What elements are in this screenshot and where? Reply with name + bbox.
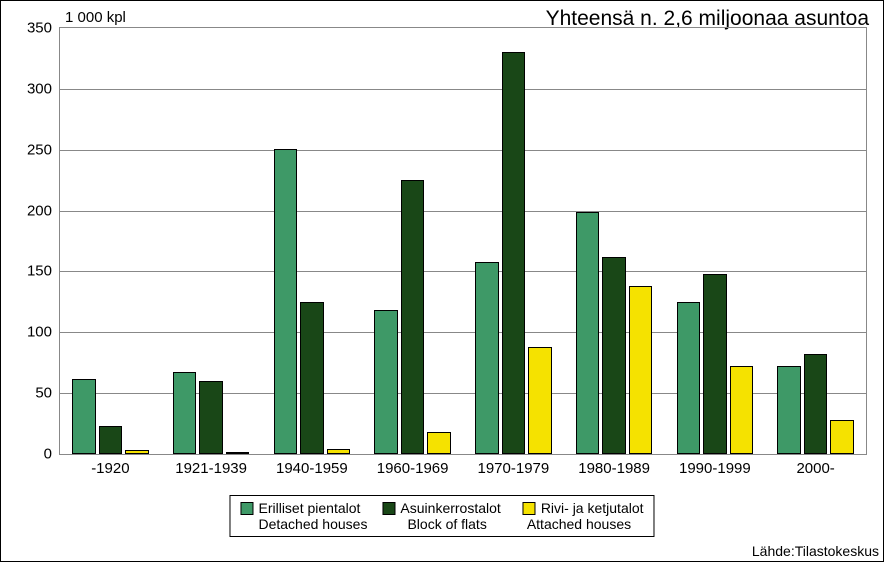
bar-group: 1921-1939 (161, 28, 262, 454)
bar-flats (300, 302, 324, 454)
y-tick-label: 0 (44, 446, 52, 463)
legend-label-en: Detached houses (258, 516, 367, 532)
legend-item-attached: Rivi- ja ketjutalot (523, 500, 644, 516)
legend: Erilliset pientalot Asuinkerrostalot Rivi-… (229, 495, 654, 537)
x-tick-label: 2000- (765, 460, 866, 477)
bar-group: 2000- (765, 28, 866, 454)
bar-group: 1980-1989 (564, 28, 665, 454)
x-tick-label: 1940-1959 (262, 460, 363, 477)
legend-label-fi: Erilliset pientalot (258, 500, 360, 516)
bar-detached (475, 262, 499, 454)
x-tick-label: 1990-1999 (665, 460, 766, 477)
y-tick-label: 300 (27, 80, 52, 97)
bar-attached (730, 366, 754, 454)
bar-attached (125, 450, 149, 454)
bar-group: -1920 (60, 28, 161, 454)
bar-detached (72, 379, 96, 454)
y-tick-label: 200 (27, 202, 52, 219)
legend-item-en-attached: Attached houses (527, 516, 631, 532)
bar-group: 1940-1959 (262, 28, 363, 454)
bar-detached (576, 212, 600, 454)
y-tick-label: 100 (27, 324, 52, 341)
bar-detached (374, 310, 398, 454)
legend-label-en: Attached houses (527, 516, 631, 532)
bar-detached (777, 366, 801, 454)
x-tick-label: 1960-1969 (362, 460, 463, 477)
x-tick-label: 1921-1939 (161, 460, 262, 477)
bar-flats (401, 180, 425, 454)
bar-attached (830, 420, 854, 454)
x-tick-label: 1970-1979 (463, 460, 564, 477)
legend-item-en-detached: Detached houses (258, 516, 367, 532)
bar-attached (327, 449, 351, 454)
bar-attached (226, 452, 250, 454)
legend-label-en: Block of flats (407, 516, 486, 532)
y-tick-label: 350 (27, 20, 52, 37)
legend-swatch (523, 502, 536, 515)
chart-frame: Yhteensä n. 2,6 miljoonaa asuntoa 1 000 … (0, 0, 884, 562)
legend-item-flats: Asuinkerrostalot (382, 500, 500, 516)
bar-detached (173, 372, 197, 454)
y-tick-label: 50 (35, 385, 52, 402)
bar-group: 1960-1969 (362, 28, 463, 454)
bar-flats (199, 381, 223, 454)
bar-attached (427, 432, 451, 454)
legend-swatch (240, 502, 253, 515)
y-tick-label: 250 (27, 141, 52, 158)
bar-flats (99, 426, 123, 454)
plot-area: 050100150200250300350-19201921-19391940-… (59, 27, 867, 455)
bar-flats (804, 354, 828, 454)
source-label: Lähde:Tilastokeskus (752, 543, 879, 559)
y-tick-label: 150 (27, 263, 52, 280)
legend-item-en-flats: Block of flats (407, 516, 486, 532)
legend-label-fi: Rivi- ja ketjutalot (541, 500, 644, 516)
bar-attached (629, 286, 653, 454)
bar-flats (502, 52, 526, 454)
x-tick-label: -1920 (60, 460, 161, 477)
legend-item-detached: Erilliset pientalot (240, 500, 360, 516)
bar-flats (602, 257, 626, 454)
legend-label-fi: Asuinkerrostalot (400, 500, 500, 516)
bar-detached (274, 149, 298, 455)
bar-group: 1970-1979 (463, 28, 564, 454)
bar-flats (703, 274, 727, 454)
bar-attached (528, 347, 552, 454)
legend-swatch (382, 502, 395, 515)
bar-detached (677, 302, 701, 454)
bar-group: 1990-1999 (665, 28, 766, 454)
x-tick-label: 1980-1989 (564, 460, 665, 477)
y-axis-unit-label: 1 000 kpl (65, 9, 126, 26)
